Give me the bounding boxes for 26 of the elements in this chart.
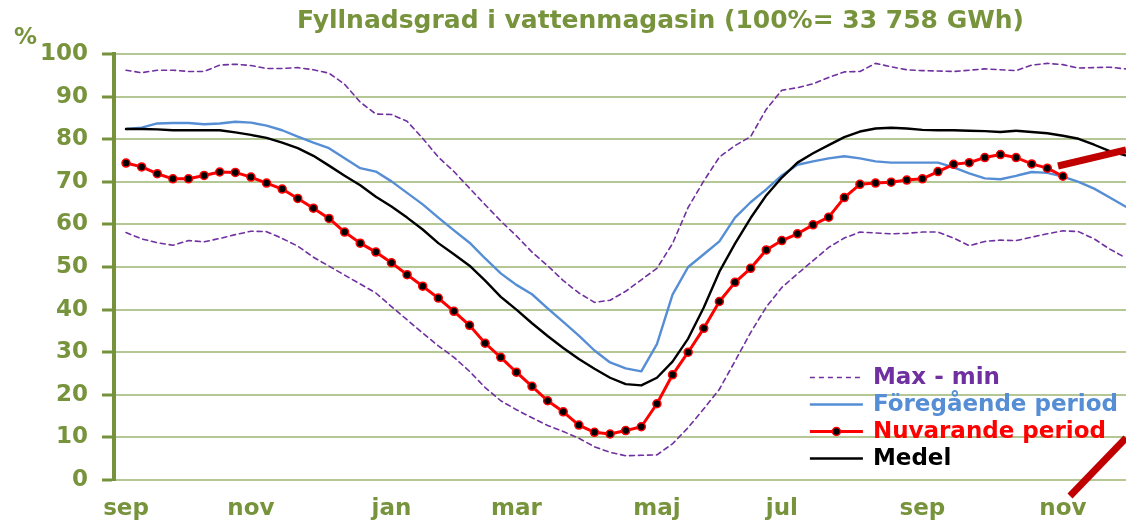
x-tick-label: jul: [764, 493, 798, 520]
x-tick-label: nov: [227, 493, 275, 520]
y-tick-label: 80: [55, 124, 88, 151]
x-tick-label: mar: [490, 493, 543, 520]
y-tick-label: 0: [71, 464, 88, 491]
legend-label: Max - min: [872, 363, 1000, 390]
x-tick-label: sep: [103, 493, 149, 520]
x-tick-label: maj: [633, 493, 681, 520]
y-tick-label: 30: [55, 337, 88, 364]
x-tick-label: sep: [899, 493, 946, 520]
y-axis-title: %: [14, 23, 38, 49]
y-tick-label: 40: [55, 294, 88, 321]
y-tick-label: 10: [55, 422, 88, 449]
chart-title: Fyllnadsgrad i vattenmagasin (100%= 33 758 GWh): [296, 5, 1024, 34]
y-tick-label: 100: [39, 38, 88, 65]
legend-label: Nuvarande period: [872, 417, 1106, 444]
y-tick-label: 70: [55, 166, 88, 193]
line-series: [125, 62, 1126, 304]
legend-label: Föregående period: [872, 390, 1118, 417]
x-tick-label: jan: [370, 493, 412, 520]
x-tick-label: nov: [1039, 493, 1087, 520]
y-tick-label: 60: [55, 209, 88, 236]
legend-label: Medel: [872, 444, 952, 471]
y-tick-label: 50: [55, 251, 88, 278]
y-tick-label: 90: [55, 81, 88, 108]
y-tick-label: 20: [55, 379, 88, 406]
